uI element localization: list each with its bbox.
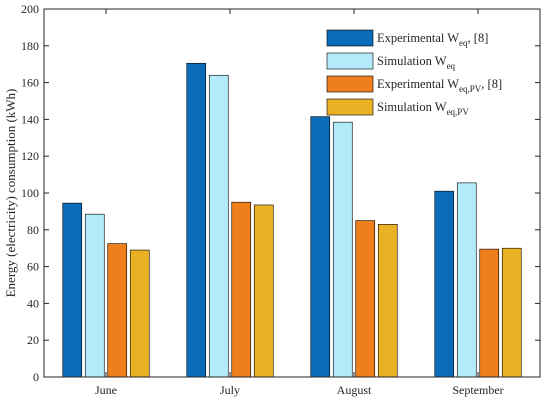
y-tick-label: 100 [21,186,39,200]
bar-august-series-3 [355,220,376,378]
bar-july-series-1 [186,62,207,378]
bar-july-series-4 [253,204,274,378]
bar-july-series-3 [231,201,252,378]
bar-august-series-4 [377,223,398,378]
legend-swatch [326,52,374,70]
y-tick-label: 180 [21,39,39,53]
y-tick-label: 80 [27,223,39,237]
x-tick-label: August [337,383,372,397]
legend-swatch [326,29,374,47]
legend-swatch [326,75,374,93]
bar-series-group [62,62,522,378]
bar-june-series-4 [129,249,150,378]
legend-entry-1: Experimental Weq, [8] [377,31,488,48]
bar-august-series-2 [332,121,353,378]
bar-june-series-1 [62,202,83,378]
bar-september-series-1 [434,190,455,378]
y-tick-label: 0 [33,370,39,384]
bar-september-series-3 [479,248,500,378]
x-tick-label: September [452,383,503,397]
legend-entry-3: Experimental Weq,PV, [8] [377,77,502,94]
bar-september-series-4 [501,247,522,378]
bar-june-series-3 [107,243,128,378]
y-tick-label: 120 [21,149,39,163]
bar-july-series-2 [208,74,229,378]
bar-september-series-2 [456,182,477,378]
y-tick-label: 60 [27,260,39,274]
legend-entry-4: Simulation Weq,PV [377,100,469,117]
legend-swatch [326,98,374,116]
legend-entry-2: Simulation Weq [377,54,456,71]
bar-june-series-2 [84,213,105,378]
x-tick-label: June [95,383,117,397]
bar-august-series-1 [310,116,331,378]
x-tick-label: July [220,383,240,397]
y-tick-label: 140 [21,112,39,126]
y-tick-label: 160 [21,76,39,90]
y-tick-label: 40 [27,296,39,310]
y-axis-title: Energy (electricity) consumption (kWh) [3,89,18,298]
axis-ticks: 0 20 40 60 80 100 120 140 160 180 200 June July Augus… [21,2,540,397]
y-tick-label: 200 [21,2,39,16]
y-tick-label: 20 [27,333,39,347]
plot-area-frame [43,8,541,378]
legend: Experimental Weq, [8] Simulation Weq Exper… [326,29,502,117]
